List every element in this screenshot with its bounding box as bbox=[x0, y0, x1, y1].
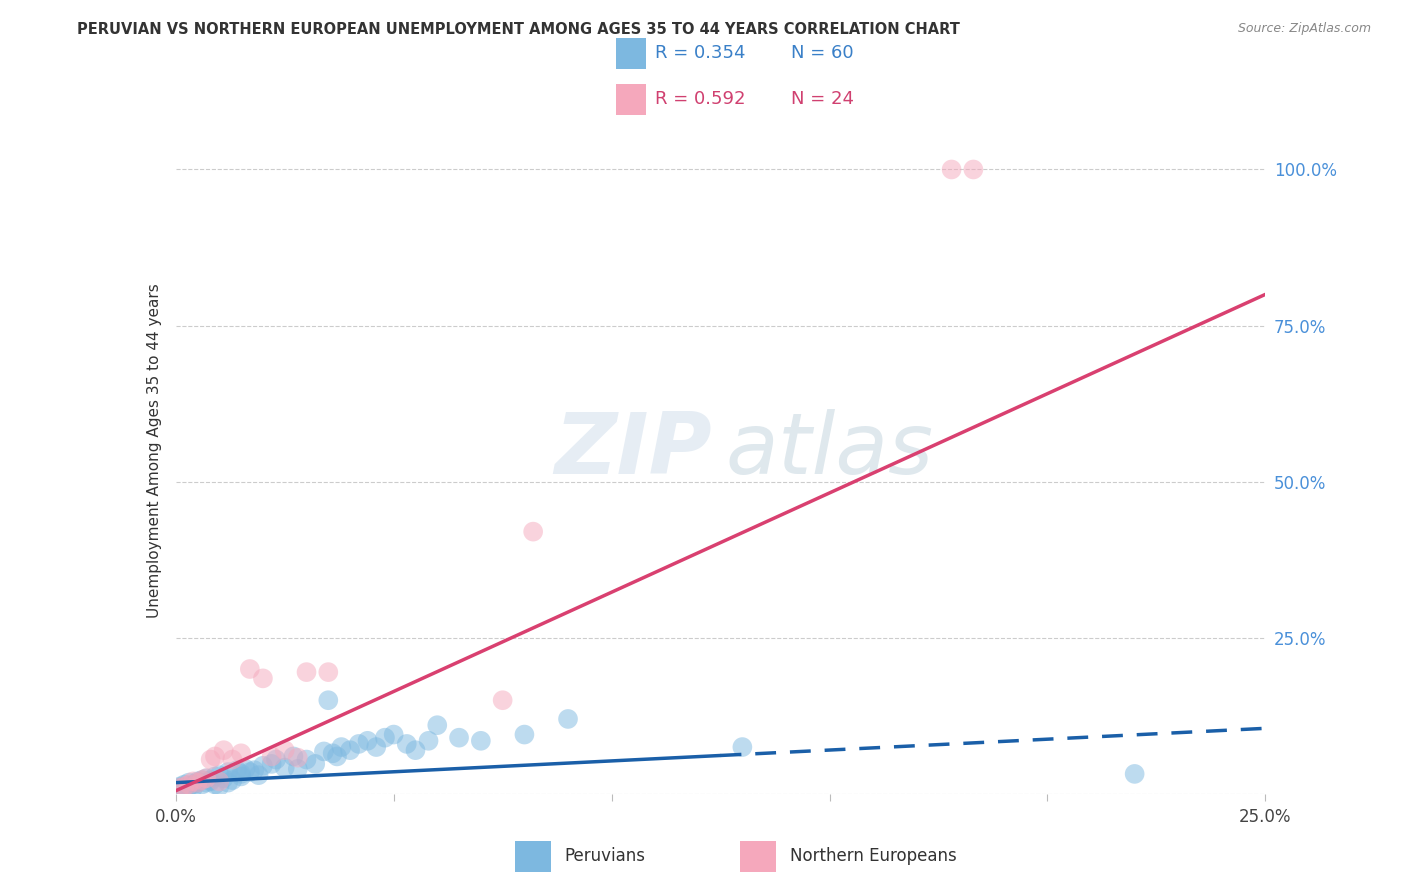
Point bbox=[339, 743, 361, 757]
Point bbox=[395, 737, 418, 751]
Point bbox=[243, 763, 266, 777]
Text: N = 60: N = 60 bbox=[790, 45, 853, 62]
Point bbox=[186, 775, 209, 789]
Point bbox=[212, 743, 235, 757]
Point bbox=[252, 671, 274, 685]
Point bbox=[208, 768, 231, 782]
Point bbox=[169, 780, 191, 795]
Point bbox=[287, 750, 309, 764]
Point bbox=[169, 780, 191, 795]
Bar bbox=[616, 37, 645, 69]
Point bbox=[304, 756, 326, 771]
Point bbox=[231, 767, 253, 781]
Point bbox=[287, 762, 309, 776]
Point bbox=[212, 771, 235, 786]
Text: atlas: atlas bbox=[725, 409, 934, 492]
Point bbox=[169, 780, 191, 794]
Point bbox=[181, 778, 204, 792]
Point bbox=[247, 768, 270, 782]
Bar bbox=[616, 84, 645, 115]
Point bbox=[330, 740, 353, 755]
Point bbox=[177, 780, 200, 794]
Point bbox=[204, 769, 226, 783]
Point bbox=[366, 740, 388, 755]
Text: N = 24: N = 24 bbox=[790, 90, 853, 108]
Point bbox=[173, 778, 195, 792]
Text: Northern Europeans: Northern Europeans bbox=[790, 847, 956, 865]
Point bbox=[239, 765, 262, 780]
Point bbox=[260, 756, 283, 771]
Point bbox=[492, 693, 515, 707]
Point bbox=[405, 743, 427, 757]
Point bbox=[195, 771, 218, 786]
Point bbox=[447, 731, 470, 745]
Point bbox=[231, 769, 253, 783]
Point bbox=[418, 733, 440, 747]
Point bbox=[274, 743, 297, 757]
Text: PERUVIAN VS NORTHERN EUROPEAN UNEMPLOYMENT AMONG AGES 35 TO 44 YEARS CORRELATION: PERUVIAN VS NORTHERN EUROPEAN UNEMPLOYME… bbox=[77, 22, 960, 37]
Point bbox=[191, 773, 214, 788]
Point bbox=[356, 733, 378, 747]
Point bbox=[962, 162, 984, 177]
Point bbox=[200, 774, 222, 789]
Point bbox=[513, 728, 536, 742]
Point bbox=[200, 753, 222, 767]
Point bbox=[186, 774, 209, 789]
Point bbox=[557, 712, 579, 726]
Point bbox=[274, 761, 297, 775]
Text: R = 0.592: R = 0.592 bbox=[655, 90, 745, 108]
Point bbox=[252, 758, 274, 772]
Point bbox=[191, 773, 214, 788]
Point bbox=[204, 778, 226, 792]
Point bbox=[318, 693, 340, 707]
Point bbox=[382, 728, 405, 742]
Point bbox=[260, 749, 283, 764]
Point bbox=[295, 665, 318, 680]
Point bbox=[322, 746, 344, 760]
Point bbox=[1123, 767, 1146, 781]
Point bbox=[181, 780, 204, 795]
Point bbox=[347, 737, 370, 751]
Point bbox=[177, 775, 200, 789]
Point bbox=[208, 780, 231, 794]
Bar bbox=[515, 840, 551, 872]
Point bbox=[195, 771, 218, 786]
Point bbox=[225, 763, 247, 777]
Point bbox=[173, 780, 195, 794]
Point bbox=[239, 662, 262, 676]
Point bbox=[204, 749, 226, 764]
Point bbox=[221, 773, 243, 788]
Point bbox=[470, 733, 492, 747]
Y-axis label: Unemployment Among Ages 35 to 44 years: Unemployment Among Ages 35 to 44 years bbox=[146, 283, 162, 618]
Point bbox=[186, 775, 209, 789]
Point bbox=[522, 524, 544, 539]
Point bbox=[326, 749, 349, 764]
Point bbox=[181, 774, 204, 789]
Point bbox=[264, 753, 287, 767]
Point bbox=[195, 775, 218, 789]
Point bbox=[208, 774, 231, 789]
Point bbox=[235, 762, 257, 776]
Text: Peruvians: Peruvians bbox=[565, 847, 645, 865]
Point bbox=[191, 778, 214, 792]
Point bbox=[318, 665, 340, 680]
Point bbox=[200, 773, 222, 788]
Point bbox=[731, 740, 754, 755]
Point bbox=[312, 744, 335, 758]
Bar bbox=[740, 840, 776, 872]
Point bbox=[177, 778, 200, 792]
Text: Source: ZipAtlas.com: Source: ZipAtlas.com bbox=[1237, 22, 1371, 36]
Point bbox=[217, 765, 239, 780]
Text: R = 0.354: R = 0.354 bbox=[655, 45, 745, 62]
Point bbox=[221, 753, 243, 767]
Point bbox=[295, 753, 318, 767]
Point bbox=[426, 718, 449, 732]
Point bbox=[217, 775, 239, 789]
Point bbox=[941, 162, 963, 177]
Point bbox=[231, 746, 253, 760]
Point bbox=[283, 749, 305, 764]
Point bbox=[374, 731, 396, 745]
Point bbox=[173, 781, 195, 796]
Text: ZIP: ZIP bbox=[554, 409, 713, 492]
